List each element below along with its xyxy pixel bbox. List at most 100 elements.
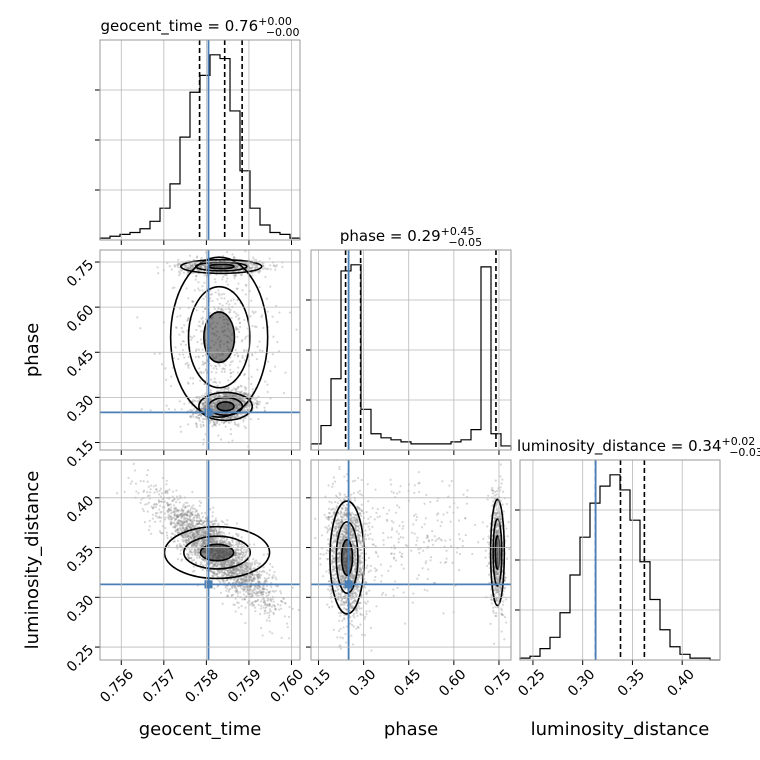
- scatter-geocent-time-vs-phase-point: [237, 423, 240, 426]
- scatter-geocent-time-vs-phase-point: [214, 364, 217, 368]
- scatter-geocent-time-vs-luminosity-distance-point: [187, 534, 190, 537]
- scatter-geocent-time-vs-phase-point: [220, 420, 223, 424]
- scatter-geocent-time-vs-luminosity-distance-point: [201, 535, 204, 538]
- scatter-geocent-time-vs-luminosity-distance-point: [173, 522, 176, 525]
- scatter-geocent-time-vs-luminosity-distance-point: [243, 580, 246, 583]
- scatter-geocent-time-vs-luminosity-distance-point: [217, 524, 220, 527]
- hist-luminosity-distance-x-tick-label: 0.35: [615, 666, 648, 699]
- scatter-geocent-time-vs-luminosity-distance-point: [232, 568, 236, 572]
- scatter-geocent-time-vs-phase-point: [203, 383, 206, 386]
- scatter-geocent-time-vs-phase-point: [236, 395, 239, 398]
- scatter-geocent-time-vs-luminosity-distance-point: [202, 539, 206, 542]
- scatter-geocent-time-vs-phase-point: [231, 253, 234, 256]
- scatter-geocent-time-vs-luminosity-distance-point: [261, 593, 265, 596]
- hist-phase: phase = 0.29+0.45 −0.05: [306, 225, 512, 450]
- scatter-geocent-time-vs-luminosity-distance-point: [166, 501, 169, 504]
- scatter-geocent-time-vs-phase-point: [277, 350, 281, 353]
- scatter-geocent-time-vs-luminosity-distance-point: [240, 548, 243, 551]
- scatter-geocent-time-vs-luminosity-distance-point: [230, 571, 234, 574]
- scatter-geocent-time-vs-luminosity-distance-point: [168, 508, 171, 511]
- scatter-geocent-time-vs-phase-point: [222, 393, 225, 396]
- scatter-geocent-time-vs-luminosity-distance-point: [203, 520, 206, 523]
- scatter-geocent-time-vs-luminosity-distance-point: [203, 533, 206, 536]
- scatter-geocent-time-vs-phase-point: [195, 409, 198, 412]
- scatter-geocent-time-vs-luminosity-distance-point: [176, 515, 179, 519]
- scatter-geocent-time-vs-phase-point: [250, 271, 253, 274]
- scatter-geocent-time-vs-luminosity-distance-point: [167, 504, 170, 507]
- scatter-geocent-time-vs-luminosity-distance-point: [241, 542, 244, 546]
- scatter-geocent-time-vs-luminosity-distance-point: [241, 564, 244, 567]
- scatter-geocent-time-vs-luminosity-distance-point: [270, 586, 273, 589]
- scatter-geocent-time-vs-phase-point: [230, 399, 233, 402]
- scatter-geocent-time-vs-phase-point: [189, 268, 192, 271]
- scatter-geocent-time-vs-luminosity-distance-point: [168, 488, 171, 491]
- scatter-geocent-time-vs-luminosity-distance-point: [243, 576, 246, 579]
- scatter-geocent-time-vs-luminosity-distance-point: [230, 574, 233, 577]
- scatter-geocent-time-vs-luminosity-distance-point: [220, 574, 224, 577]
- scatter-geocent-time-vs-luminosity-distance-point: [212, 523, 215, 526]
- scatter-geocent-time-vs-luminosity-distance-point: [238, 565, 241, 568]
- scatter-geocent-time-vs-phase-point: [220, 307, 223, 311]
- scatter-geocent-time-vs-luminosity-distance-point: [185, 526, 188, 529]
- scatter-geocent-time-vs-phase-point: [195, 416, 198, 419]
- scatter-geocent-time-vs-luminosity-distance-point: [139, 479, 142, 483]
- scatter-geocent-time-vs-phase-point: [216, 408, 219, 412]
- scatter-geocent-time-vs-luminosity-distance-point: [223, 572, 226, 575]
- scatter-geocent-time-vs-luminosity-distance-point: [203, 539, 206, 542]
- scatter-geocent-time-vs-luminosity-distance-point: [187, 509, 190, 512]
- scatter-geocent-time-vs-phase-point: [199, 266, 202, 269]
- scatter-geocent-time-vs-luminosity-distance-point: [273, 605, 276, 608]
- scatter-geocent-time-vs-luminosity-distance-point: [174, 517, 178, 521]
- scatter-geocent-time-vs-luminosity-distance-point: [181, 520, 184, 523]
- scatter-geocent-time-vs-luminosity-distance-point: [147, 501, 151, 504]
- scatter-geocent-time-vs-phase-point: [244, 393, 248, 396]
- scatter-geocent-time-vs-luminosity-distance-point: [184, 528, 188, 531]
- scatter-geocent-time-vs-luminosity-distance-point: [230, 560, 234, 563]
- scatter-geocent-time-vs-luminosity-distance-point: [209, 529, 212, 532]
- scatter-geocent-time-vs-luminosity-distance-point: [194, 553, 197, 556]
- scatter-geocent-time-vs-luminosity-distance-point: [228, 559, 231, 562]
- scatter-geocent-time-vs-luminosity-distance-point: [190, 544, 193, 547]
- scatter-geocent-time-vs-luminosity-distance-point: [174, 518, 177, 521]
- scatter-geocent-time-vs-phase-point: [235, 406, 239, 409]
- scatter-geocent-time-vs-luminosity-distance-point: [244, 606, 247, 609]
- scatter-geocent-time-vs-phase-point: [236, 390, 239, 393]
- scatter-geocent-time-vs-luminosity-distance-point: [173, 526, 176, 529]
- scatter-geocent-time-vs-luminosity-distance-point: [224, 561, 227, 564]
- scatter-geocent-time-vs-luminosity-distance-point: [227, 561, 230, 564]
- scatter-geocent-time-vs-phase-point: [251, 353, 254, 356]
- scatter-geocent-time-vs-luminosity-distance-point: [175, 544, 178, 547]
- scatter-geocent-time-vs-phase-point: [237, 404, 240, 407]
- scatter-geocent-time-vs-luminosity-distance-point: [230, 569, 233, 573]
- scatter-geocent-time-vs-luminosity-distance-point: [221, 569, 224, 572]
- scatter-geocent-time-vs-luminosity-distance-point: [185, 520, 188, 523]
- scatter-geocent-time-vs-phase-point: [215, 421, 219, 425]
- scatter-geocent-time-vs-luminosity-distance-point: [184, 520, 187, 524]
- scatter-geocent-time-vs-phase-point: [167, 407, 170, 411]
- scatter-geocent-time-vs-luminosity-distance-point: [235, 552, 238, 555]
- scatter-geocent-time-vs-phase-point: [240, 340, 244, 343]
- scatter-geocent-time-vs-phase-point: [229, 299, 233, 302]
- hist-phase-title-err-minus: −0.05: [448, 236, 482, 249]
- scatter-geocent-time-vs-phase-point: [235, 312, 238, 315]
- scatter-geocent-time-vs-luminosity-distance-point: [212, 539, 215, 542]
- scatter-geocent-time-vs-luminosity-distance-point: [176, 528, 179, 531]
- scatter-geocent-time-vs-luminosity-distance-point: [174, 513, 177, 516]
- scatter-geocent-time-vs-luminosity-distance-point: [174, 506, 178, 509]
- scatter-geocent-time-vs-luminosity-distance-point: [194, 536, 197, 539]
- scatter-geocent-time-vs-luminosity-distance-point: [232, 558, 236, 562]
- scatter-geocent-time-vs-luminosity-distance-point: [188, 504, 191, 507]
- scatter-geocent-time-vs-luminosity-distance-point: [195, 541, 198, 544]
- scatter-geocent-time-vs-phase-point: [217, 289, 220, 292]
- scatter-geocent-time-vs-luminosity-distance-point: [159, 511, 162, 514]
- scatter-geocent-time-vs-luminosity-distance-point: [178, 521, 181, 524]
- scatter-geocent-time-vs-luminosity-distance-point: [232, 568, 235, 572]
- scatter-geocent-time-vs-luminosity-distance-point: [233, 603, 236, 606]
- scatter-geocent-time-vs-luminosity-distance-point: [202, 558, 205, 562]
- scatter-geocent-time-vs-luminosity-distance-point: [157, 501, 161, 504]
- scatter-geocent-time-vs-phase-point: [199, 265, 202, 268]
- scatter-geocent-time-vs-phase-point: [231, 409, 235, 412]
- scatter-geocent-time-vs-phase-point: [236, 265, 239, 268]
- scatter-geocent-time-vs-phase-point: [246, 408, 249, 412]
- scatter-geocent-time-vs-luminosity-distance-point: [176, 528, 179, 531]
